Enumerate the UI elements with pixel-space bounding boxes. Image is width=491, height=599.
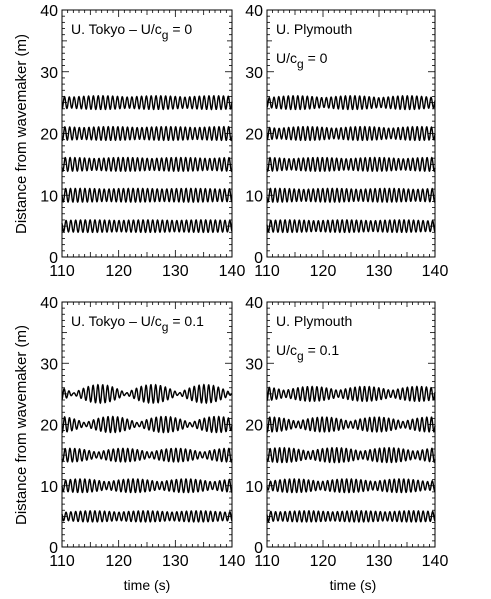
- y-tick-label: 20: [245, 418, 263, 435]
- x-tick-label: 110: [49, 553, 75, 570]
- y-tick-label: 40: [245, 3, 263, 20]
- wave-trace-10m: [266, 477, 436, 494]
- x-tick-label: 130: [366, 263, 393, 280]
- panel-subtitle: U/cg = 0.1: [276, 342, 339, 363]
- panel-subtitle-tail: = 0: [304, 50, 328, 66]
- y-tick-label: 10: [40, 479, 58, 496]
- x-tick-label: 130: [366, 553, 393, 570]
- panel-subtitle-tail: = 0.1: [304, 342, 340, 358]
- wave-trace-5m: [61, 509, 233, 523]
- panel-title: U. Plymouth: [276, 313, 352, 329]
- panel-title-main: U. Tokyo – U/c: [71, 313, 162, 329]
- panel-title-main: U. Plymouth: [276, 21, 352, 37]
- panel-title-tail: = 0: [168, 21, 192, 37]
- y-tick-label: 10: [245, 188, 263, 205]
- x-tick-label: 130: [162, 553, 189, 570]
- y-tick-label: 30: [40, 65, 58, 82]
- wave-trace-15m: [266, 446, 436, 464]
- x-axis-label-right: time (s): [330, 577, 377, 593]
- panel-2: 110 120 130 140 0 10 20 30 40 U. Plymouth U/cg = 0: [245, 3, 448, 280]
- wave-trace-10m: [266, 187, 436, 204]
- wave-trace-5m: [61, 218, 233, 234]
- x-tick-label: 120: [310, 553, 337, 570]
- panel-title: U. Plymouth: [276, 21, 352, 37]
- wave-trace-15m: [61, 156, 233, 173]
- y-tick-label: 40: [40, 3, 58, 20]
- y-axis-label-top: Distance from wavemaker (m): [13, 34, 30, 234]
- x-tick-label: 140: [219, 553, 246, 570]
- panel-3: 110 120 130 140 0 10 20 30 40 U. Tokyo – U/cg = 0…: [40, 295, 245, 570]
- x-tick-label: 140: [422, 263, 449, 280]
- x-tick-label: 130: [162, 263, 189, 280]
- wave-trace-25m: [266, 385, 436, 403]
- wave-trace-20m: [61, 415, 233, 434]
- wave-trace-25m: [61, 94, 233, 111]
- x-tick-label: 140: [422, 553, 449, 570]
- panel-title: U. Tokyo – U/cg = 0: [71, 21, 192, 42]
- panel-title-tail: = 0.1: [168, 313, 204, 329]
- y-tick-label: 0: [254, 250, 263, 267]
- y-tick-label: 20: [40, 127, 58, 144]
- panel-title-main: U. Plymouth: [276, 313, 352, 329]
- x-tick-label: 120: [105, 263, 132, 280]
- panel-4: 110 120 130 140 0 10 20 30 40 U. Plymouth U/cg = 0…: [245, 295, 448, 570]
- panel-title-sub: g: [162, 28, 169, 42]
- x-tick-label: 140: [219, 263, 246, 280]
- y-tick-label: 30: [245, 65, 263, 82]
- panel-subtitle-sub: g: [297, 349, 304, 363]
- panel-subtitle-sub: g: [297, 57, 304, 71]
- panel-title: U. Tokyo – U/cg = 0.1: [71, 313, 204, 334]
- x-tick-label: 110: [49, 263, 75, 280]
- y-tick-label: 40: [245, 295, 263, 312]
- y-tick-label: 30: [40, 356, 58, 373]
- panel-subtitle: U/cg = 0: [276, 50, 328, 71]
- wave-trace-20m: [266, 125, 436, 142]
- panel-subtitle-main: U/c: [276, 50, 297, 66]
- x-tick-label: 120: [105, 553, 132, 570]
- wave-trace-15m: [61, 447, 233, 463]
- y-tick-label: 40: [40, 295, 58, 312]
- wave-trace-25m: [266, 94, 436, 111]
- x-tick-label: 110: [254, 553, 280, 570]
- wave-trace-20m: [266, 416, 436, 433]
- y-tick-label: 0: [49, 540, 58, 557]
- wave-trace-10m: [61, 477, 233, 494]
- x-tick-label: 110: [254, 263, 280, 280]
- panel-subtitle-main: U/c: [276, 342, 297, 358]
- wave-trace-5m: [266, 219, 436, 234]
- y-tick-label: 10: [245, 479, 263, 496]
- y-tick-label: 10: [40, 188, 58, 205]
- wave-trace-5m: [266, 509, 436, 523]
- panel-title-main: U. Tokyo – U/c: [71, 21, 162, 37]
- panel-title-sub: g: [162, 320, 169, 334]
- wave-trace-20m: [61, 125, 233, 142]
- wave-trace-10m: [61, 187, 233, 204]
- panel-1: 110 120 130 140 0 10 20 30 40 U. Tokyo – U/cg = 0: [40, 3, 245, 280]
- y-tick-label: 0: [49, 250, 58, 267]
- x-axis-label-left: time (s): [124, 577, 171, 593]
- y-tick-label: 20: [40, 418, 58, 435]
- wave-trace-15m: [266, 156, 436, 173]
- y-tick-label: 20: [245, 127, 263, 144]
- y-tick-label: 30: [245, 356, 263, 373]
- x-tick-label: 120: [310, 263, 337, 280]
- wave-trace-25m: [61, 383, 233, 405]
- y-tick-label: 0: [254, 540, 263, 557]
- y-axis-label-bottom: Distance from wavemaker (m): [13, 325, 30, 525]
